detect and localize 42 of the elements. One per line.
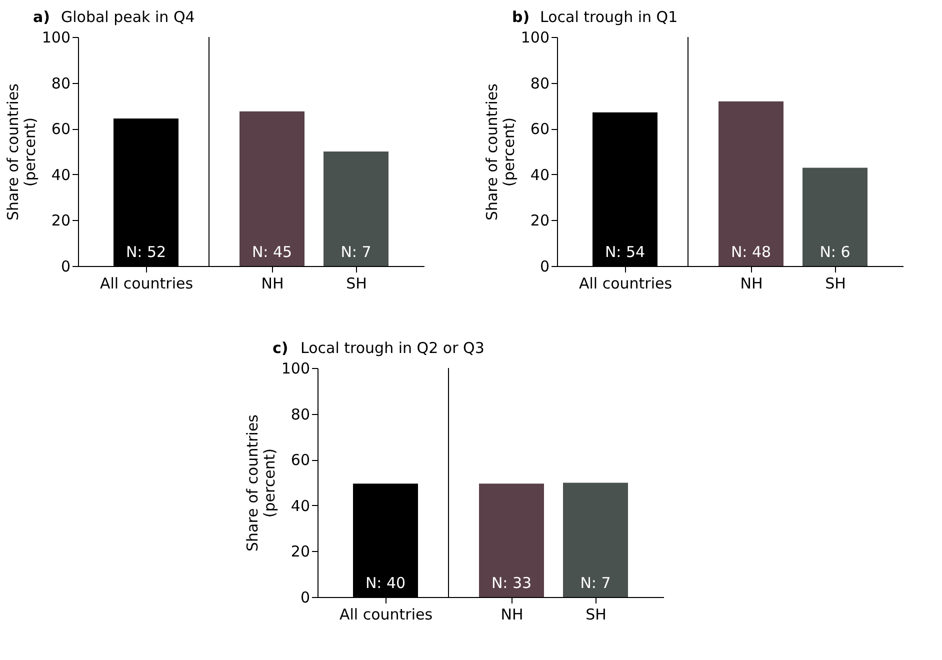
chart-title: b) Local trough in Q1 [512,8,678,26]
y-axis-title: Share of countries (percent) [4,83,39,220]
chart-title: c) Local trough in Q2 or Q3 [272,339,484,357]
x-tick-label: SH [586,606,606,624]
x-tick-label: All countries [578,274,672,292]
x-tick-label: All countries [339,606,433,624]
y-tick-label: 80 [51,74,70,92]
y-tick-label: 60 [530,120,550,138]
y-axis-title: Share of countries (percent) [243,414,278,552]
y-axis-title: Share of countries (percent) [482,83,518,220]
y-tick-label: 20 [290,542,310,561]
annotation: N: 54 [604,243,646,261]
annotation: N: 52 [126,243,166,261]
y-tick-label: 0 [60,258,70,276]
annotation: N: 33 [491,574,532,592]
y-tick-label: 40 [290,496,310,515]
y-tick-label: 40 [530,166,550,184]
x-tick-label: NH [740,274,763,292]
annotation: N: 40 [365,574,406,592]
x-tick-label: NH [261,274,284,292]
x-tick-label: SH [825,274,846,292]
x-tick-label: SH [346,274,367,292]
y-tick-label: 80 [530,74,550,92]
annotation: N: 7 [580,574,611,592]
y-tick-label: 80 [290,405,310,424]
annotation: N: 7 [340,243,372,261]
x-tick-label: NH [500,606,524,624]
annotation: N: 6 [820,243,850,261]
y-tick-label: 60 [290,451,310,470]
y-tick-label: 0 [300,588,310,606]
chart-title: a) Global peak in Q4 [33,8,195,26]
annotation: N: 48 [730,243,772,261]
y-tick-label: 100 [42,28,70,46]
y-tick-label: 100 [281,360,310,378]
y-tick-label: 0 [540,258,550,276]
y-tick-label: 60 [51,120,70,138]
y-tick-label: 20 [51,212,70,230]
y-tick-label: 40 [51,166,70,184]
annotation: N: 45 [252,243,292,261]
x-tick-label: All countries [100,274,194,292]
y-tick-label: 20 [530,212,550,230]
y-tick-label: 100 [520,28,550,46]
